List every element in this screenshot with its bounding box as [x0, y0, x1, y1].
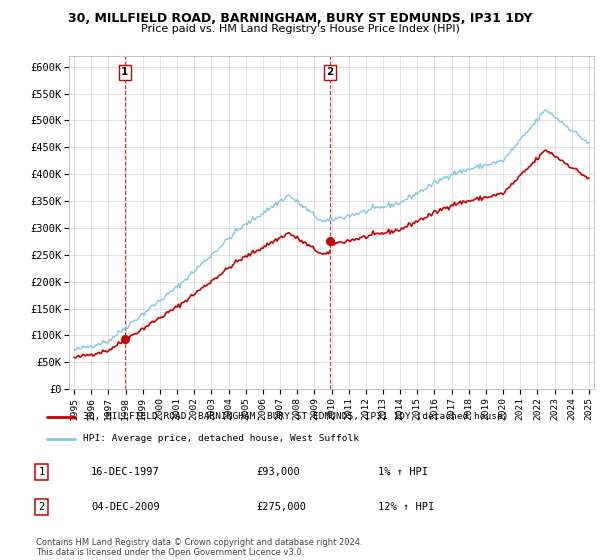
Text: 2: 2	[326, 67, 334, 77]
Text: 1% ↑ HPI: 1% ↑ HPI	[378, 467, 428, 477]
Text: Contains HM Land Registry data © Crown copyright and database right 2024.
This d: Contains HM Land Registry data © Crown c…	[36, 538, 362, 557]
Text: £275,000: £275,000	[257, 502, 307, 512]
Text: 12% ↑ HPI: 12% ↑ HPI	[378, 502, 434, 512]
Text: 30, MILLFIELD ROAD, BARNINGHAM, BURY ST EDMUNDS, IP31 1DY (detached house): 30, MILLFIELD ROAD, BARNINGHAM, BURY ST …	[83, 412, 508, 421]
Text: Price paid vs. HM Land Registry's House Price Index (HPI): Price paid vs. HM Land Registry's House …	[140, 24, 460, 34]
Text: 04-DEC-2009: 04-DEC-2009	[91, 502, 160, 512]
Text: 1: 1	[121, 67, 128, 77]
Text: 30, MILLFIELD ROAD, BARNINGHAM, BURY ST EDMUNDS, IP31 1DY: 30, MILLFIELD ROAD, BARNINGHAM, BURY ST …	[68, 12, 532, 25]
Text: £93,000: £93,000	[257, 467, 301, 477]
Text: 16-DEC-1997: 16-DEC-1997	[91, 467, 160, 477]
Text: 2: 2	[38, 502, 44, 512]
Text: HPI: Average price, detached house, West Suffolk: HPI: Average price, detached house, West…	[83, 435, 359, 444]
Text: 1: 1	[38, 467, 44, 477]
